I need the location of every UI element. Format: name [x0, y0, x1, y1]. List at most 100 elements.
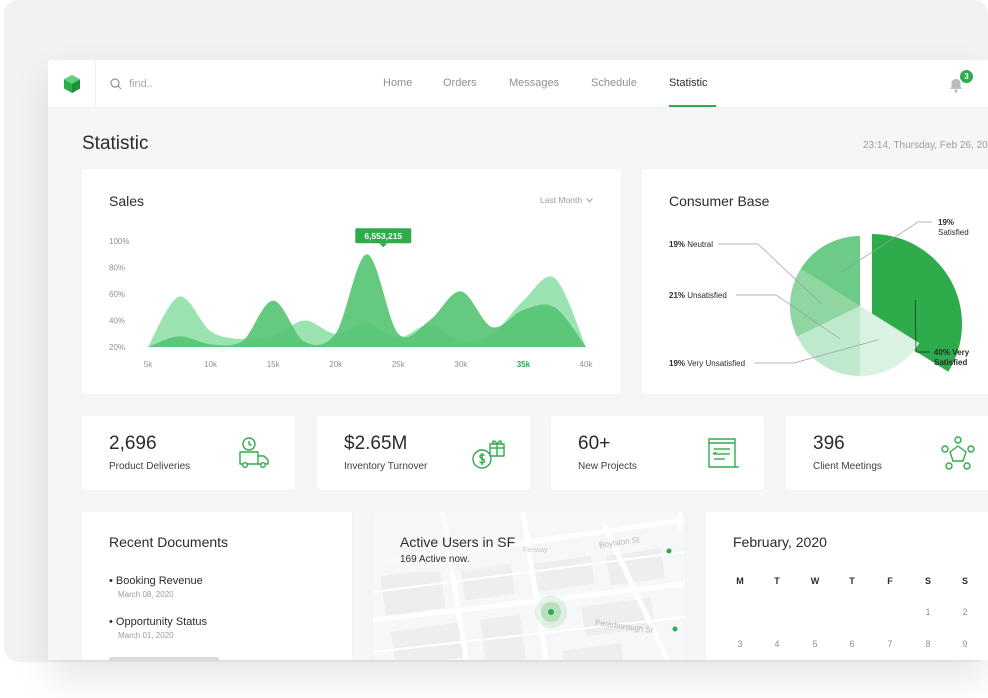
search-icon	[110, 78, 122, 90]
active-nav-indicator	[669, 105, 716, 107]
y-tick-label: 40%	[109, 317, 125, 326]
stat-value: $2.65M	[344, 433, 408, 454]
x-tick-label: 35k	[517, 360, 531, 369]
pie-label: 19%Satisfied	[841, 218, 969, 273]
pie-label: 19% Neutral	[669, 240, 822, 305]
map-location-dot[interactable]	[666, 548, 672, 554]
calendar-title: February, 2020	[733, 534, 827, 550]
svg-text:19% Neutral: 19% Neutral	[669, 240, 713, 249]
pie-label: 21% Unsatisfied	[669, 291, 840, 339]
logo-icon	[63, 74, 80, 93]
map-title: Active Users in SF	[400, 534, 516, 550]
sales-area-series-2	[148, 254, 586, 347]
svg-text:19%: 19%	[938, 218, 954, 227]
y-tick-label: 100%	[109, 237, 129, 246]
documents-title: Recent Documents	[109, 534, 229, 550]
dashboard-window: Home Orders Messages Schedule Statistic …	[48, 60, 988, 660]
recent-documents-card: Recent Documents • Booking Revenue March…	[82, 512, 352, 660]
calendar-day[interactable]: 4	[774, 639, 780, 649]
stat-card-meetings[interactable]: 396 Client Meetings	[786, 416, 988, 490]
calendar-weekday: T	[774, 576, 780, 586]
x-tick-label: 15k	[267, 360, 281, 369]
period-label: Last Month	[540, 195, 583, 205]
top-bar: Home Orders Messages Schedule Statistic …	[48, 60, 988, 108]
period-dropdown[interactable]: Last Month	[540, 195, 593, 205]
consumer-title: Consumer Base	[669, 193, 770, 209]
x-tick-label: 40k	[580, 360, 594, 369]
stat-card-deliveries[interactable]: 2,696 Product Deliveries	[82, 416, 295, 490]
calendar-weekday: F	[887, 576, 893, 586]
chevron-down-icon	[586, 197, 593, 203]
calendar-weekday: W	[810, 576, 820, 586]
consumer-pie-chart: 19% Neutral 21% Unsatisfied 19% Very Unsat…	[669, 218, 970, 376]
pie-label: 19% Very Unsatisfied	[669, 339, 879, 368]
document-item[interactable]: • Booking Revenue March 08, 2020	[109, 575, 203, 599]
calendar-day[interactable]: 5	[812, 639, 818, 649]
calendar-weekday: T	[849, 576, 855, 586]
nav-schedule[interactable]: Schedule	[591, 77, 637, 89]
document-item[interactable]: • Opportunity Status March 01, 2020	[109, 616, 208, 640]
datetime-label: 23:14, Thursday, Feb 26, 2020	[863, 140, 988, 151]
document-date: March 01, 2020	[118, 631, 174, 640]
pie-slice-neutral[interactable]	[790, 268, 860, 337]
street-label: Fenway	[523, 547, 548, 554]
document-title: Booking Revenue	[115, 575, 203, 587]
calendar-day[interactable]: 2	[962, 607, 968, 617]
calendar-card: February, 2020 M T W T F S S 1 2 3 4 5 6 7 8 9	[706, 512, 988, 660]
calendar-day[interactable]: 1	[925, 607, 931, 617]
sales-card: Sales Last Month 100% 80% 60% 40% 20% 5k 10k 15…	[82, 169, 621, 394]
calendar-weekday: M	[736, 576, 744, 586]
x-tick-label: 30k	[454, 360, 468, 369]
stat-card-inventory[interactable]: $2.65M Inventory Turnover	[317, 416, 530, 490]
nav-messages[interactable]: Messages	[509, 77, 560, 89]
document-date: March 08, 2020	[118, 590, 174, 599]
delivery-truck-icon	[239, 437, 269, 469]
active-users-marker[interactable]	[548, 609, 554, 615]
map-header-fade	[373, 512, 533, 572]
document-list-icon	[708, 438, 739, 468]
pie-slice-very-unsatisfied[interactable]	[860, 306, 920, 376]
pie-slice-unsatisfied[interactable]	[797, 306, 860, 376]
stat-card-projects[interactable]: 60+ New Projects	[551, 416, 764, 490]
bell-icon[interactable]	[945, 74, 967, 96]
notification-badge: 3	[960, 70, 973, 83]
search-box[interactable]	[110, 74, 249, 94]
pie-slice-satisfied[interactable]	[800, 236, 860, 306]
map-subtitle: 169 Active now.	[400, 554, 470, 565]
calendar-day[interactable]: 3	[737, 639, 743, 649]
svg-text:21% Unsatisfied: 21% Unsatisfied	[669, 291, 727, 300]
nav-orders[interactable]: Orders	[443, 77, 477, 89]
sales-tooltip-value: 6,553,215	[364, 231, 402, 241]
consumer-base-card: Consumer Base 19% Neutral 21% Unsatisfied…	[642, 169, 988, 394]
page-title: Statistic	[82, 133, 149, 154]
sales-tooltip: 6,553,215	[355, 228, 412, 248]
map-location-dot[interactable]	[672, 626, 678, 632]
money-gift-icon	[472, 440, 505, 469]
stat-label: New Projects	[578, 461, 637, 472]
meeting-table-icon	[941, 436, 975, 470]
calendar-weekday: S	[924, 576, 931, 586]
y-tick-label: 60%	[109, 290, 125, 299]
svg-text:19% Very Unsatisfied: 19% Very Unsatisfied	[669, 359, 745, 368]
nav-home[interactable]: Home	[383, 77, 413, 89]
stat-value: 396	[813, 433, 845, 454]
city-map[interactable]	[373, 512, 685, 660]
nav-statistic[interactable]: Statistic	[669, 77, 708, 89]
calendar-day[interactable]: 7	[887, 639, 893, 649]
y-tick-label: 20%	[109, 343, 125, 352]
svg-text:Satisfied: Satisfied	[934, 358, 967, 367]
logo-cell[interactable]	[48, 60, 96, 107]
stat-label: Product Deliveries	[109, 461, 191, 472]
x-tick-label: 5k	[144, 360, 153, 369]
svg-text:40% Very: 40% Very	[934, 348, 970, 357]
x-tick-label: 20k	[329, 360, 343, 369]
stat-label: Inventory Turnover	[344, 461, 428, 472]
calendar-day[interactable]: 6	[849, 639, 855, 649]
sales-title: Sales	[109, 193, 145, 209]
search-input[interactable]	[129, 78, 249, 90]
sales-chart: 100% 80% 60% 40% 20% 5k 10k 15k 20k 25k 30k 35k 40k 6…	[109, 228, 594, 369]
calendar-day[interactable]: 9	[962, 639, 968, 649]
calendar-day[interactable]: 8	[925, 639, 931, 649]
active-users-map-card[interactable]: Active Users in SF 169 Active now. Boyls…	[373, 512, 685, 660]
